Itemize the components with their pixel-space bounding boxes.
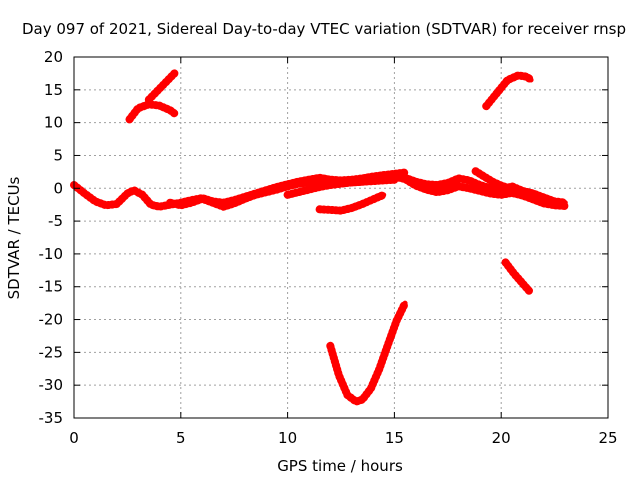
y-tick-label: -5 [48,212,63,230]
x-tick-label: 5 [176,429,186,447]
series-markers-right-drop [501,258,533,295]
y-tick-label: 5 [53,146,63,164]
y-tick-label: -35 [39,409,64,427]
y-tick-label: 0 [53,179,63,197]
x-tick-label: 15 [385,429,404,447]
series-layer [70,69,570,406]
x-tick-label: 25 [598,429,617,447]
y-tick-label: 20 [44,48,63,66]
series-markers-short-band-1 [283,175,399,199]
x-tick-label: 0 [69,429,79,447]
x-tick-label: 10 [278,429,297,447]
series-markers-upper-arc-right [482,71,536,111]
y-tick-label: -30 [39,376,64,394]
series-markers-v-curve [326,299,410,406]
axis-layer: 0 5 10 15 20 25 -35 -30 -25 -20 -15 -10 -5 0 5 10 15 20 [39,48,618,447]
series-markers-upper-arc-left [125,100,179,124]
y-tick-label: -20 [39,311,64,329]
y-tick-label: -15 [39,278,64,296]
series-markers-low-arc [315,190,388,215]
x-tick-label: 20 [492,429,511,447]
series-markers-short-band-2 [471,167,531,199]
y-axis-label: SDTVAR / TECUs [5,176,23,299]
x-axis-label: GPS time / hours [277,457,403,475]
series-markers-upper-line-left [144,69,179,104]
series-markers-main-band-4 [390,172,570,210]
series-markers-main-band-3 [401,173,570,207]
y-tick-label: 10 [44,114,63,132]
y-tick-label: -10 [39,245,64,263]
plot-frame [73,56,609,419]
chart-title: Day 097 of 2021, Sidereal Day-to-day VTE… [22,20,626,38]
y-tick-label: -25 [39,343,64,361]
y-tick-label: 15 [44,81,63,99]
grid-layer [74,57,608,418]
